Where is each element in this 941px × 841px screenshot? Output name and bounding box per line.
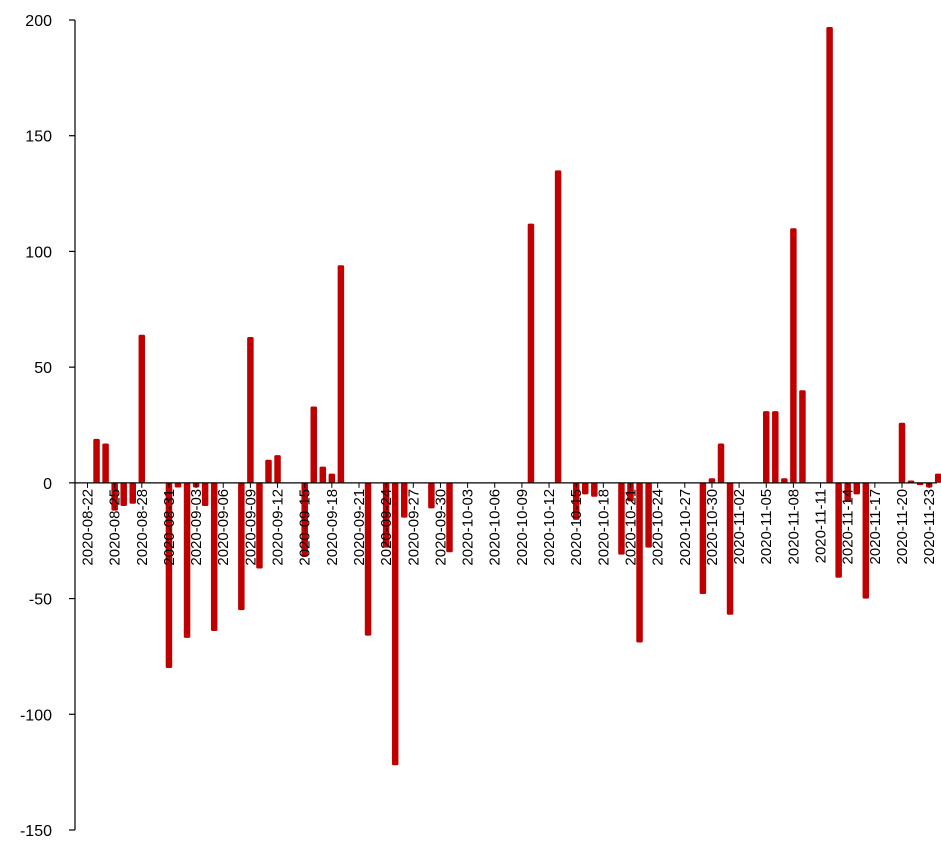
y-tick-label: 200 (25, 13, 52, 30)
x-tick-label: 2020-10-09 (514, 489, 531, 566)
x-tick-label: 2020-10-24 (650, 489, 667, 566)
bar (165, 482, 173, 668)
bar (763, 411, 770, 483)
x-tick-label: 2020-11-17 (867, 489, 884, 565)
x-tick-label: 2020-11-23 (921, 489, 938, 565)
bar (726, 482, 734, 615)
y-tick-label: 100 (25, 244, 52, 261)
x-tick-label: 2020-10-27 (677, 489, 694, 566)
bar (247, 337, 254, 483)
bar (582, 482, 589, 495)
bar (174, 482, 182, 488)
bar (319, 466, 327, 483)
bar (129, 482, 136, 504)
bar (835, 482, 842, 578)
bar (844, 482, 851, 502)
x-tick-label: 2020-09-03 (188, 489, 205, 566)
bar (627, 482, 634, 502)
bar (898, 422, 906, 483)
bar (274, 455, 281, 483)
bar (382, 482, 390, 548)
bar (527, 223, 535, 483)
x-tick-label: 2020-08-28 (134, 489, 151, 566)
bar (699, 482, 707, 594)
x-tick-label: 2020-08-25 (107, 489, 124, 566)
x-tick-label: 2020-10-18 (595, 489, 612, 566)
x-tick-label: 2020-11-14 (840, 489, 857, 565)
x-tick-label: 2020-10-21 (623, 489, 640, 566)
bar (364, 482, 372, 636)
bar (708, 478, 716, 483)
x-tick-label: 2020-10-03 (460, 489, 477, 566)
bar (238, 482, 245, 611)
bar (337, 265, 345, 483)
x-tick-label: 2020-08-31 (161, 489, 178, 566)
bar (446, 482, 453, 553)
x-tick-label: 2020-09-21 (351, 489, 368, 566)
bar (328, 473, 336, 483)
x-tick-label: 2020-11-02 (731, 489, 748, 565)
y-tick-label: 50 (34, 360, 52, 377)
x-tick-label: 2020-11-20 (894, 489, 911, 565)
x-tick-label: 2020-10-30 (704, 489, 721, 566)
bar (554, 170, 562, 483)
bar (717, 443, 725, 483)
bar (183, 482, 191, 638)
x-tick-label: 2020-09-24 (378, 489, 395, 566)
bar (853, 482, 860, 495)
bar (102, 443, 109, 483)
x-tick-label: 2020-10-06 (487, 489, 504, 566)
bar (826, 26, 833, 483)
y-axis: 200 150 100 50 0 -50 -100 -150 (20, 13, 76, 840)
bar (93, 438, 100, 483)
bar (210, 482, 218, 631)
x-tick-label: 2020-09-27 (405, 489, 422, 566)
x-tick-label: 2020-11-11 (813, 489, 830, 564)
bar (401, 482, 408, 518)
y-tick-label: -100 (20, 707, 52, 724)
bar (934, 473, 941, 483)
bar-series (93, 26, 941, 766)
bar (201, 482, 209, 506)
x-tick-label: 2020-09-15 (297, 489, 314, 566)
x-axis: 2020-08-22 2020-08-25 2020-08-28 2020-08-31… (75, 482, 938, 566)
y-tick-label: 0 (43, 476, 52, 493)
x-tick-label: 2020-09-30 (432, 489, 449, 566)
bar (138, 334, 146, 483)
y-tick-label: -150 (20, 823, 52, 840)
bar (256, 482, 263, 569)
x-tick-label: 2020-09-18 (324, 489, 341, 566)
bar (645, 482, 652, 548)
x-tick-label: 2020-11-08 (785, 489, 802, 565)
bar (862, 482, 870, 599)
bar (591, 482, 598, 497)
bar (301, 482, 308, 557)
bar (310, 406, 317, 483)
bar (799, 390, 806, 483)
bar (120, 482, 127, 506)
x-tick-label: 2020-10-12 (541, 489, 558, 566)
bar (636, 482, 643, 643)
x-tick-label: 2020-10-15 (568, 489, 585, 566)
bar (790, 228, 797, 483)
bar (265, 459, 272, 483)
x-tick-label: 2020-11-05 (758, 489, 775, 565)
bar (111, 482, 118, 511)
bar (572, 482, 580, 520)
x-tick-label: 2020-09-12 (270, 489, 287, 566)
bar (428, 482, 435, 509)
y-tick-label: -50 (29, 592, 52, 609)
x-tick-label: 2020-09-06 (215, 489, 232, 566)
x-tick-label: 2020-09-09 (242, 489, 259, 566)
bar (772, 411, 779, 483)
x-tick-label: 2020-08-22 (80, 489, 97, 566)
y-tick-label: 150 (25, 129, 52, 146)
bar (391, 482, 399, 766)
bar (618, 482, 625, 555)
bar (781, 478, 788, 483)
